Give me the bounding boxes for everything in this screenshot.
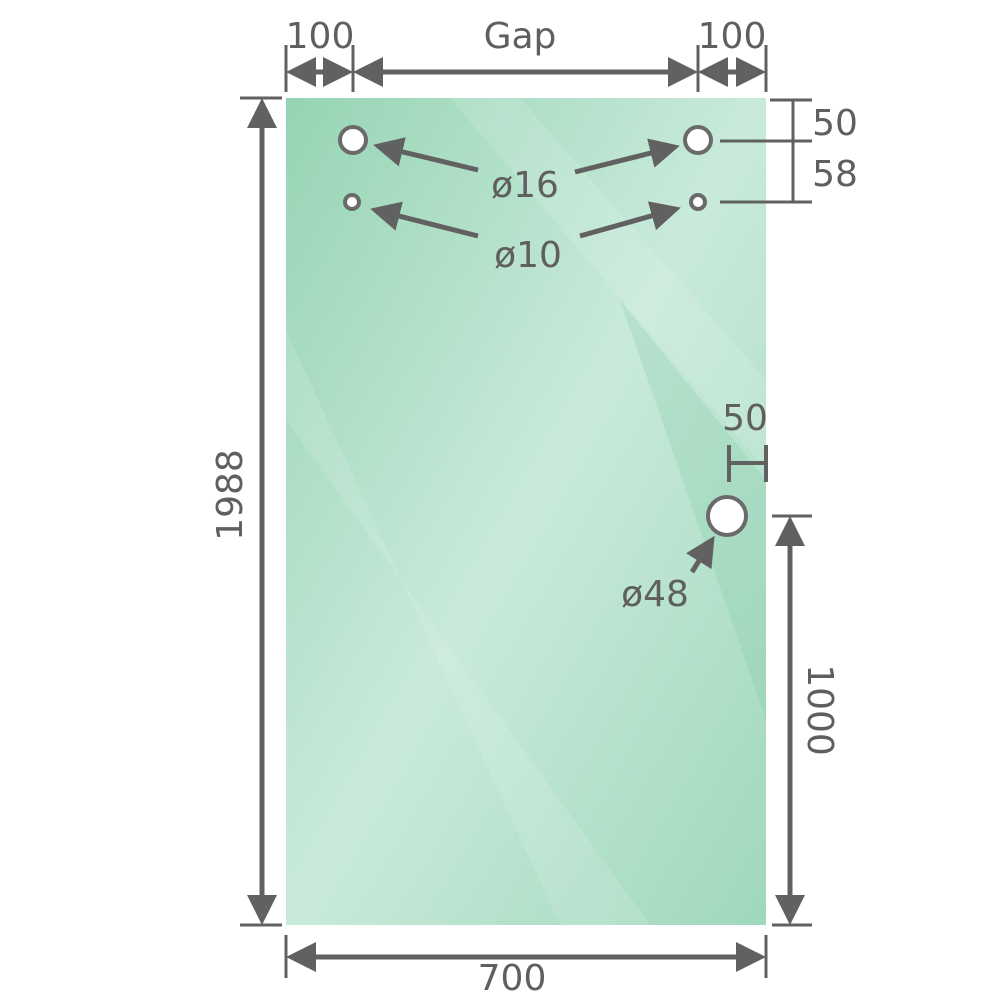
hole-offset-dimension [720,98,812,204]
glass-panel [286,98,766,925]
handle-offset-label: 50 [722,398,768,439]
height-label: 1988 [210,449,251,541]
handle-offset-dimension [727,445,768,482]
hole-16-right [683,125,713,155]
hole-spacing-label: 58 [812,154,858,195]
hole-10-right [689,193,707,211]
handle-height-dimension [772,514,812,927]
width-label: 700 [478,958,547,999]
top-right-offset-label: 100 [698,16,767,57]
handle-height-label: 1000 [799,664,840,756]
hole-16-left [338,125,368,155]
hole-10-label: ø10 [494,235,562,276]
hole-16-label: ø16 [491,165,559,206]
top-left-offset-label: 100 [286,16,355,57]
width-dimension [284,935,768,978]
gap-label: Gap [484,16,557,57]
hole-10-left [343,193,361,211]
callout-arrows [370,137,715,574]
hole-48-handle [706,495,748,537]
hole-48-label: ø48 [621,574,689,615]
top-hole-offset-label: 50 [812,103,858,144]
top-dimension [284,45,768,92]
height-dimension [240,96,282,927]
